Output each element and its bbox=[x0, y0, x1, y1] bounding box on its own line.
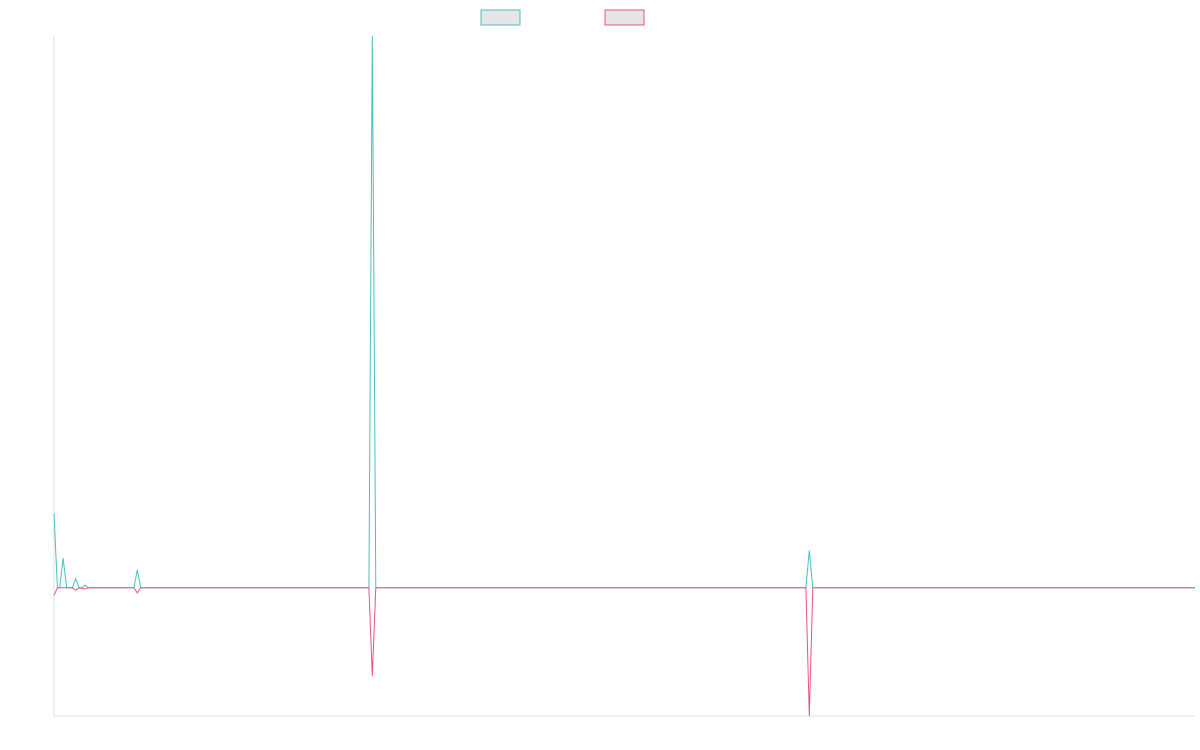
series-line-2 bbox=[53, 587, 1195, 717]
legend-swatch-series-2[interactable] bbox=[604, 9, 645, 26]
axes bbox=[53, 36, 1195, 717]
series-line-1 bbox=[53, 35, 1195, 589]
series-layer bbox=[53, 35, 1195, 717]
legend-swatch-series-1[interactable] bbox=[480, 9, 521, 26]
legend[interactable] bbox=[480, 9, 645, 26]
